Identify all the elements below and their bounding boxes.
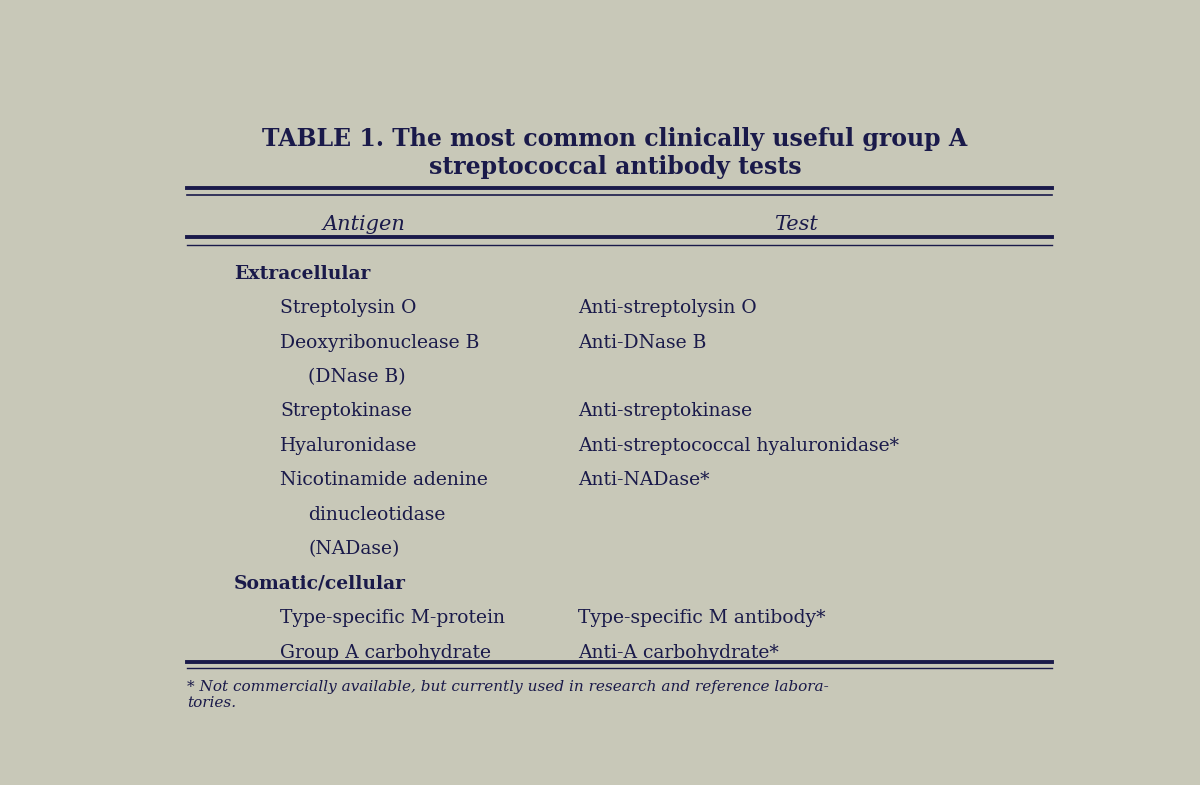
Text: TABLE 1. The most common clinically useful group A
streptococcal antibody tests: TABLE 1. The most common clinically usef… — [263, 127, 967, 179]
Text: Deoxyribonuclease B: Deoxyribonuclease B — [281, 334, 480, 352]
Text: Anti-NADase*: Anti-NADase* — [578, 471, 709, 489]
Text: Anti-streptolysin O: Anti-streptolysin O — [578, 299, 756, 317]
Text: Test: Test — [774, 215, 818, 234]
Text: Anti-A carbohydrate*: Anti-A carbohydrate* — [578, 644, 779, 662]
Text: Antigen: Antigen — [323, 215, 406, 234]
Text: Anti-DNase B: Anti-DNase B — [578, 334, 706, 352]
Text: (DNase B): (DNase B) — [308, 368, 406, 386]
Text: Streptokinase: Streptokinase — [281, 403, 412, 421]
Text: Type-specific M antibody*: Type-specific M antibody* — [578, 609, 826, 627]
Text: Extracellular: Extracellular — [234, 265, 370, 283]
Text: Anti-streptococcal hyaluronidase*: Anti-streptococcal hyaluronidase* — [578, 437, 899, 455]
Text: * Not commercially available, but currently used in research and reference labor: * Not commercially available, but curren… — [187, 680, 829, 710]
Text: dinucleotidase: dinucleotidase — [308, 506, 445, 524]
Text: Group A carbohydrate: Group A carbohydrate — [281, 644, 491, 662]
Text: Nicotinamide adenine: Nicotinamide adenine — [281, 471, 488, 489]
Text: Hyaluronidase: Hyaluronidase — [281, 437, 418, 455]
Text: Streptolysin O: Streptolysin O — [281, 299, 416, 317]
Text: (NADase): (NADase) — [308, 540, 400, 558]
Text: Type-specific M-protein: Type-specific M-protein — [281, 609, 505, 627]
Text: Somatic/cellular: Somatic/cellular — [234, 575, 406, 593]
Text: Anti-streptokinase: Anti-streptokinase — [578, 403, 752, 421]
